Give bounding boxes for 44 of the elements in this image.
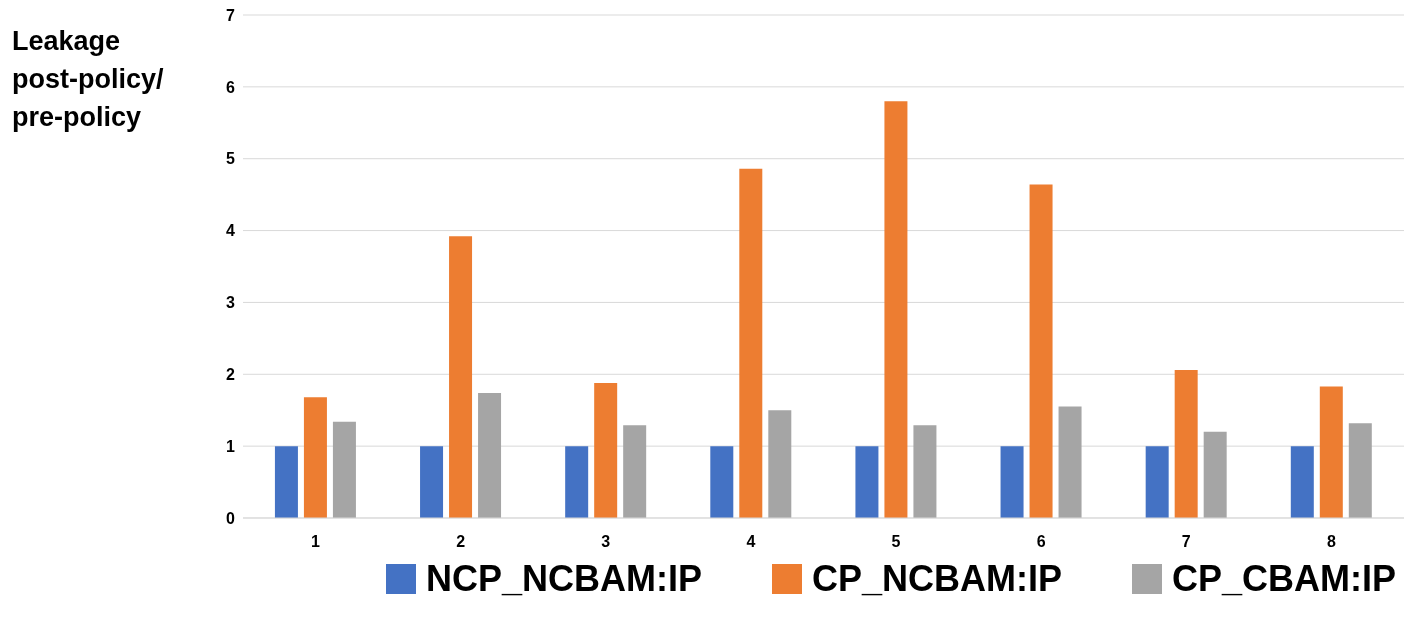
legend-label: CP_NCBAM:IP [811,558,1062,600]
bar [594,382,618,518]
bar [1290,446,1314,518]
bar [303,397,327,518]
bar [1319,386,1343,518]
x-tick-label: 7 [1181,533,1191,551]
bar [420,446,444,518]
bar [768,410,792,518]
x-tick-label: 6 [1036,533,1046,551]
bar [913,425,937,518]
bar [710,446,734,518]
legend-label: CP_CBAM:IP [1172,558,1397,600]
x-tick-label: 2 [456,533,466,551]
y-tick-label: 0 [226,509,236,527]
y-tick-label: 6 [226,78,236,96]
bar [1029,184,1053,518]
bar [623,425,647,518]
x-tick-label: 8 [1326,533,1336,551]
bar [855,446,879,518]
x-tick-label: 3 [601,533,611,551]
x-tick-label: 1 [311,533,321,551]
x-tick-label: 4 [746,533,756,551]
y-tick-label: 3 [226,294,236,312]
bar [1348,423,1372,518]
bar [884,101,908,518]
y-axis-title: Leakage post-policy/ pre-policy [12,25,165,134]
y-tick-label: 4 [226,222,236,240]
bar [1000,446,1024,518]
bar [332,421,356,518]
y-tick-label: 2 [226,365,236,383]
bar [1203,431,1227,518]
bar [478,392,502,518]
bar [449,236,473,518]
bar [739,168,763,518]
legend-label: NCP_NCBAM:IP [425,558,702,600]
bar [1058,406,1082,518]
y-tick-label: 7 [226,6,236,24]
bar [274,446,298,518]
bar [1174,369,1198,518]
bar [1145,446,1169,518]
x-tick-label: 5 [891,533,901,551]
bar [565,446,589,518]
y-tick-label: 1 [226,437,236,455]
y-tick-label: 5 [226,150,236,168]
